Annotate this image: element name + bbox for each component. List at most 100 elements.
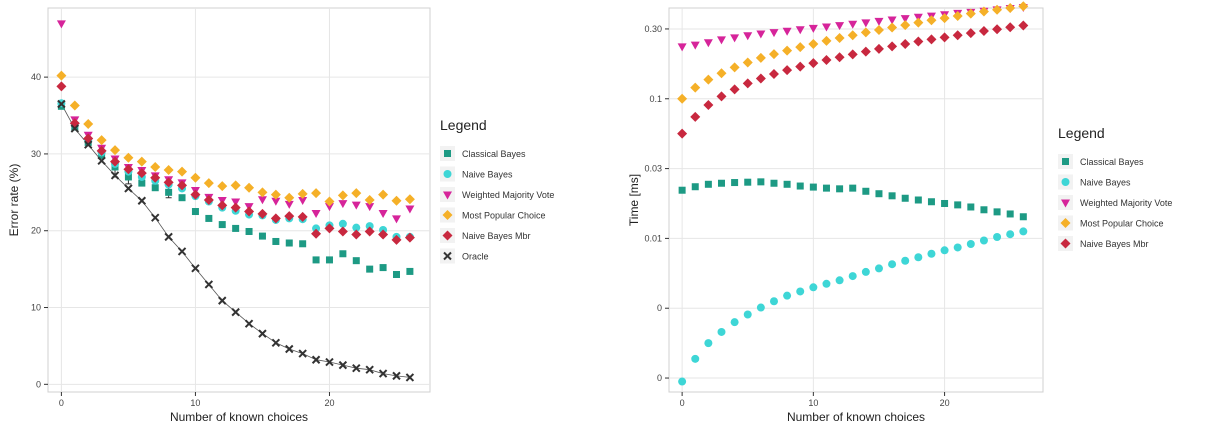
data-point: [405, 205, 415, 214]
data-point: [835, 22, 845, 31]
data-point: [324, 196, 335, 207]
series-classical-bayes: [678, 178, 1027, 221]
data-point: [913, 36, 924, 47]
data-point: [364, 195, 375, 205]
series-most-popular-choice: [56, 70, 415, 207]
data-point: [847, 49, 858, 60]
data-point: [926, 15, 937, 26]
legend-key-most-popular-choice: [442, 210, 453, 220]
data-point: [808, 38, 819, 49]
data-point: [835, 276, 844, 285]
data-point: [203, 178, 214, 189]
data-point: [836, 185, 844, 193]
data-point: [69, 100, 80, 111]
data-point: [940, 246, 949, 255]
data-point: [325, 256, 333, 264]
plot-panel: [668, 7, 1044, 393]
series-naive-bayes-mbr: [677, 20, 1029, 139]
data-point: [796, 182, 804, 190]
legend-label: Naive Bayes: [462, 170, 513, 180]
data-point: [768, 49, 779, 60]
data-point: [861, 19, 871, 28]
data-point: [285, 239, 293, 247]
data-point: [993, 208, 1001, 216]
legend-title: Legend: [440, 117, 487, 133]
data-point: [97, 156, 106, 166]
data-point: [351, 201, 361, 210]
y-tick-label: 20: [31, 226, 41, 236]
data-point: [860, 46, 871, 57]
data-point: [953, 243, 962, 252]
data-point: [337, 226, 348, 237]
data-point: [391, 195, 402, 206]
data-point: [703, 39, 713, 48]
data-point: [978, 6, 989, 17]
data-point: [150, 161, 161, 172]
data-point: [365, 365, 374, 374]
legend-key-weighted-majority-vote: [443, 191, 452, 200]
data-point: [284, 200, 294, 209]
data-point: [312, 256, 320, 264]
data-point: [379, 264, 387, 272]
data-point: [782, 65, 793, 76]
data-point: [756, 30, 766, 39]
data-point: [378, 369, 388, 378]
data-point: [124, 184, 133, 193]
legend-item: Naive Bayes Mbr: [1058, 236, 1149, 251]
data-point: [312, 224, 321, 233]
data-point: [703, 74, 714, 85]
data-point: [888, 192, 896, 200]
data-point: [138, 179, 146, 187]
data-point: [324, 203, 334, 212]
data-point: [378, 210, 388, 219]
data-point: [731, 179, 739, 187]
data-point: [742, 78, 753, 89]
y-tick-label: 0.30: [644, 24, 662, 34]
data-point: [677, 43, 687, 52]
data-point: [1018, 20, 1029, 31]
y-tick-label: 10: [31, 303, 41, 313]
data-point: [926, 34, 937, 45]
data-point: [901, 194, 909, 202]
data-point: [808, 58, 819, 69]
data-point: [298, 197, 308, 205]
legend-item: Weighted Majority Vote: [440, 187, 554, 202]
data-point: [311, 210, 321, 219]
data-point: [366, 265, 374, 273]
data-point: [809, 183, 817, 191]
data-point: [285, 344, 294, 354]
data-point: [178, 194, 186, 202]
legend-key-naive-bayes: [1061, 178, 1070, 186]
data-point: [191, 264, 200, 273]
y-axis-label: Error rate (%): [7, 164, 21, 237]
data-point: [163, 165, 174, 176]
data-point: [900, 20, 911, 31]
data-point: [406, 267, 414, 275]
data-point: [755, 73, 766, 84]
data-point: [391, 215, 401, 224]
data-point: [862, 187, 870, 195]
data-point: [244, 206, 255, 217]
data-point: [404, 232, 415, 243]
data-point: [730, 318, 739, 327]
data-point: [849, 184, 857, 192]
data-point: [965, 28, 976, 39]
data-point: [952, 11, 963, 22]
data-point: [96, 145, 107, 156]
data-point: [966, 239, 975, 248]
data-point: [231, 198, 241, 207]
data-point: [150, 172, 161, 183]
legend-label: Weighted Majority Vote: [462, 190, 554, 200]
x-tick-label: 20: [324, 398, 334, 408]
data-point: [927, 249, 936, 258]
data-point: [83, 118, 94, 129]
data-point: [405, 373, 415, 382]
data-point: [311, 355, 321, 364]
data-point: [84, 140, 93, 149]
data-point: [691, 183, 699, 191]
data-point: [691, 354, 700, 363]
data-point: [56, 70, 67, 81]
y-axis-label: Time [ms]: [627, 174, 641, 226]
data-point: [704, 339, 713, 348]
